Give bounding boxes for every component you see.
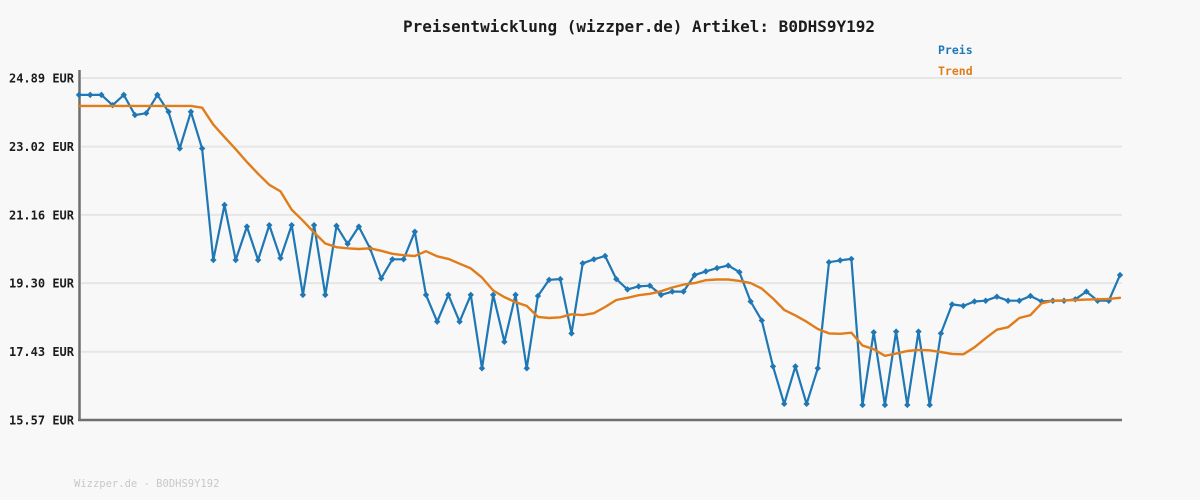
y-tick-label: 17.43 EUR: [9, 345, 75, 359]
chart-legend: Preis Trend: [938, 40, 973, 82]
gridlines: [81, 77, 1122, 353]
y-tick-label: 24.89 EUR: [9, 72, 75, 86]
y-tick-label: 23.02 EUR: [9, 140, 75, 154]
y-tick-label: 15.57 EUR: [9, 414, 75, 428]
watermark-text: Wizzper.de - B0DHS9Y192: [74, 478, 220, 490]
trend-line: [77, 104, 1122, 357]
chart-title: Preisentwicklung (wizzper.de) Artikel: B…: [403, 17, 876, 36]
legend-item-preis: Preis: [938, 43, 973, 57]
legend-item-trend: Trend: [938, 64, 973, 78]
y-tick-label: 19.30 EUR: [9, 277, 75, 291]
y-axis-labels: 24.89 EUR 23.02 EUR 21.16 EUR 19.30 EUR 17.4…: [9, 72, 75, 428]
preis-markers: [75, 91, 1124, 409]
y-tick-label: 21.16 EUR: [9, 208, 75, 222]
preis-line: [77, 93, 1122, 407]
